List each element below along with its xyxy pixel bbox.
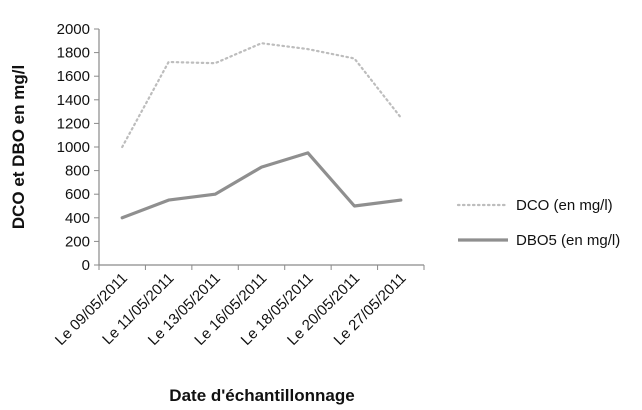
legend-label: DCO (en mg/l) — [516, 197, 613, 214]
y-tick-label: 1400 — [57, 92, 90, 109]
y-tick-label: 0 — [82, 257, 90, 274]
y-tick-label: 400 — [65, 210, 90, 227]
y-axis-title: DCO et DBO en mg/l — [9, 65, 28, 229]
y-tick-label: 200 — [65, 233, 90, 250]
legend-label: DBO5 (en mg/l) — [516, 232, 620, 249]
series-line-dco — [121, 42, 402, 149]
y-tick-label: 1800 — [57, 45, 90, 62]
x-axis-title: Date d'échantillonnage — [169, 386, 354, 405]
y-axis-ticks: 0 200 400 600 800 1000 1200 1400 1600 1800 2000 — [57, 21, 99, 274]
y-tick-label: 600 — [65, 186, 90, 203]
y-tick-label: 1600 — [57, 68, 90, 85]
series-group — [120, 42, 403, 220]
y-tick-label: 800 — [65, 163, 90, 180]
y-tick-label: 1200 — [57, 115, 90, 132]
y-tick-label: 2000 — [57, 21, 90, 38]
y-tick-label: 1000 — [57, 139, 90, 156]
legend: DCO (en mg/l) DBO5 (en mg/l) — [456, 197, 620, 249]
series-line-dbo5 — [120, 151, 403, 220]
